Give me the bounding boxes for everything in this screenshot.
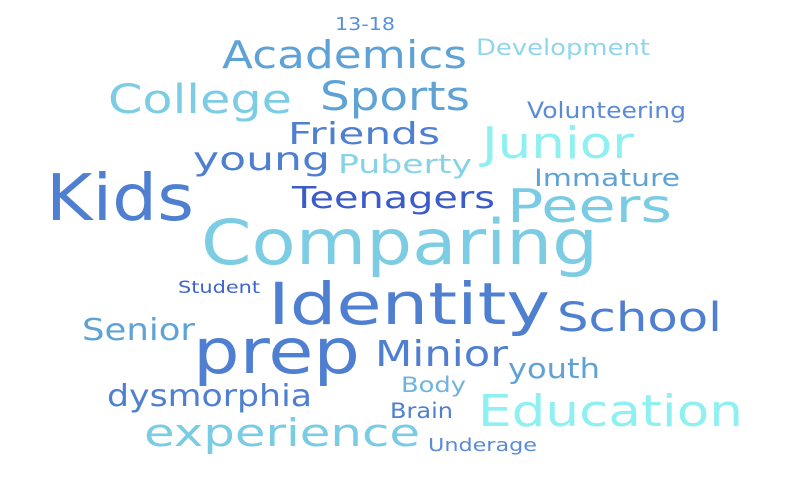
word-junior: Junior xyxy=(478,118,635,169)
word-peers: Peers xyxy=(507,179,672,233)
word-puberty: Puberty xyxy=(338,150,472,180)
word-minior: Minior xyxy=(375,334,508,375)
word-school: School xyxy=(557,295,722,341)
word-young: young xyxy=(193,140,330,178)
word-friends: Friends xyxy=(288,117,440,152)
word-brain: Brain xyxy=(390,399,453,423)
word-13-18: 13-18 xyxy=(335,14,395,35)
word-identity: Identity xyxy=(268,270,550,338)
word-college: College xyxy=(108,77,292,123)
word-body: Body xyxy=(401,373,466,397)
word-teenagers: Teenagers xyxy=(291,181,495,216)
word-prep: prep xyxy=(193,315,360,388)
word-student: Student xyxy=(178,278,260,298)
word-immature: Immature xyxy=(534,164,680,192)
word-education: Education xyxy=(478,386,743,437)
word-kids: Kids xyxy=(46,162,194,236)
word-underage: Underage xyxy=(428,435,537,456)
word-academics: Academics xyxy=(222,33,467,77)
word-senior: Senior xyxy=(82,313,196,348)
word-youth: youth xyxy=(508,352,600,385)
word-volunteering: Volunteering xyxy=(527,99,686,124)
word-sports: Sports xyxy=(320,74,470,120)
word-dysmorphia: dysmorphia xyxy=(107,379,312,414)
word-development: Development xyxy=(476,36,650,61)
word-comparing: Comparing xyxy=(201,206,598,279)
word-experience: experience xyxy=(144,411,420,455)
